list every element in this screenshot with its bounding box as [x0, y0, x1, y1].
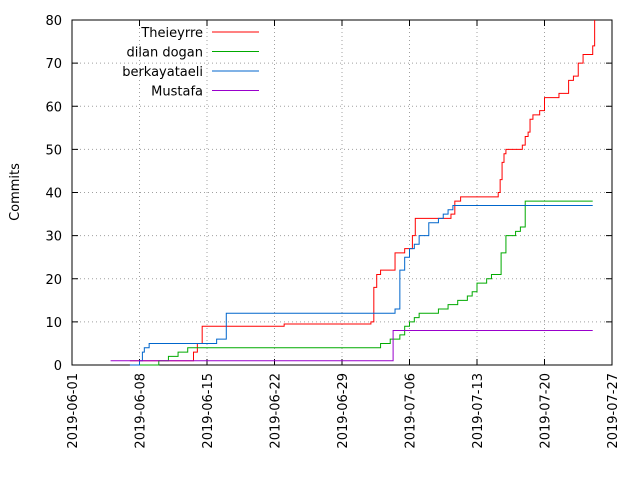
y-tick-label: 70 [45, 57, 62, 72]
x-tick-label: 2019-07-06 [404, 373, 419, 449]
x-axis: 2019-06-01 2019-06-08 2019-06-15 2019-06-22… [66, 20, 621, 449]
x-tick-label: 2019-07-13 [471, 373, 486, 449]
series-line-1 [139, 200, 593, 366]
legend: Theieyrre dilan dogan berkayataeli Mustafa [122, 26, 259, 100]
legend-label: Theieyrre [140, 26, 203, 41]
y-axis-label: Commits [8, 163, 23, 221]
x-tick-label: 2019-06-22 [269, 373, 284, 449]
x-tick-label: 2019-06-29 [336, 373, 351, 449]
y-tick-label: 0 [54, 359, 62, 374]
x-tick-label: 2019-06-01 [66, 373, 81, 449]
y-tick-label: 40 [45, 187, 62, 202]
series-line-2 [129, 204, 593, 366]
x-tick-label: 2019-06-08 [134, 373, 149, 449]
y-tick-label: 20 [45, 273, 62, 288]
y-tick-label: 60 [45, 100, 62, 115]
y-axis: 0 10 20 30 40 50 60 70 80 [45, 14, 612, 374]
series-line-0 [129, 20, 596, 362]
x-tick-label: 2019-06-15 [201, 373, 216, 449]
y-tick-label: 30 [45, 230, 62, 245]
y-tick-label: 80 [45, 14, 62, 29]
legend-label: dilan dogan [127, 46, 203, 61]
y-tick-label: 50 [45, 143, 62, 158]
legend-label: berkayataeli [122, 65, 203, 80]
x-tick-label: 2019-07-20 [539, 373, 554, 449]
grid-lines [72, 20, 612, 365]
series-line-3 [110, 330, 593, 362]
series-lines [110, 20, 596, 366]
x-tick-label: 2019-07-27 [606, 373, 621, 449]
legend-label: Mustafa [151, 85, 203, 100]
y-tick-label: 10 [45, 316, 62, 331]
